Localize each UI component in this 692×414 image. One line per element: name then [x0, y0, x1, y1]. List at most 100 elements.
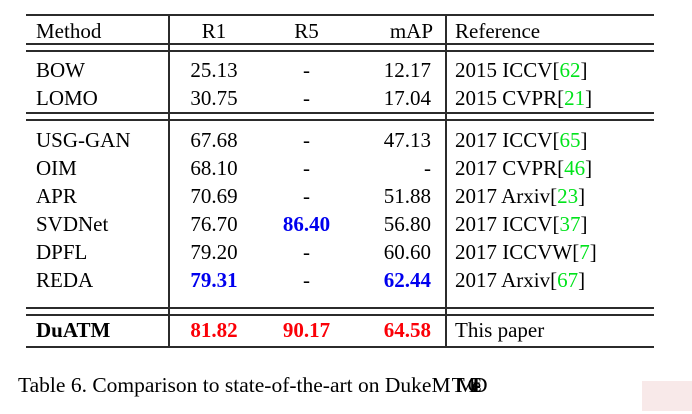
- citation-bracket-open: [: [552, 212, 560, 236]
- comparison-table: Method R1 R5 mAP Reference BOW 25.13 - 12.17 2015…: [26, 14, 654, 354]
- reference-text: 2017 CVPR: [455, 156, 558, 180]
- method-name: LOMO: [36, 86, 98, 110]
- table-row: USG-GAN 67.68 - 47.13 2017 ICCV[65]: [26, 126, 654, 154]
- table-row: SVDNet 76.70 86.40 56.80 2017 ICCV[37]: [26, 210, 654, 238]
- cell-reference: 2015 CVPR[21]: [445, 84, 654, 112]
- cell-r5: -: [303, 156, 310, 180]
- method-name: DuATM: [36, 318, 111, 342]
- method-name: OIM: [36, 156, 77, 180]
- cell-map: 62.44: [383, 268, 431, 292]
- caption-text: Table 6. Comparison to state-of-the-art …: [18, 373, 451, 397]
- cell-r1: 79.31: [190, 268, 238, 292]
- citation-link[interactable]: 46: [564, 156, 586, 180]
- cell-map: 56.80: [383, 212, 431, 236]
- table-row: APR 70.69 - 51.88 2017 Arxiv[23]: [26, 182, 654, 210]
- method-name: USG-GAN: [36, 128, 131, 152]
- cell-r1: 76.70: [190, 212, 238, 236]
- table-row: DuATM 81.82 90.17 64.58 This paper: [26, 316, 654, 344]
- cell-r5: 90.17: [282, 318, 331, 342]
- cell-reference: 2017 Arxiv[23]: [445, 182, 654, 210]
- cell-reference: 2017 ICCV[37]: [445, 210, 654, 238]
- cell-reference: 2017 Arxiv[67]: [445, 266, 654, 294]
- reference-text: 2015 CVPR: [455, 86, 558, 110]
- method-name: REDA: [36, 268, 94, 292]
- cell-map: 64.58: [383, 318, 431, 342]
- citation-bracket-close: ]: [585, 86, 593, 110]
- column-header-map: mAP: [389, 19, 433, 43]
- method-name: BOW: [36, 58, 85, 82]
- citation-bracket-open: [: [550, 184, 558, 208]
- table-rule-low-1: [26, 307, 654, 309]
- cell-map: 17.04: [383, 86, 431, 110]
- column-header-r1: R1: [201, 19, 227, 43]
- reference-text: This paper: [455, 318, 545, 342]
- reference-text: 2017 ICCVW: [455, 240, 573, 264]
- cell-map: 51.88: [383, 184, 431, 208]
- citation-bracket-close: ]: [578, 268, 586, 292]
- citation-link[interactable]: 21: [564, 86, 586, 110]
- cell-map: -: [424, 156, 431, 180]
- cell-r1: 79.20: [190, 240, 238, 264]
- table-rule-header-1: [26, 43, 654, 45]
- table-rule-low-2: [26, 314, 654, 316]
- citation-link[interactable]: 37: [559, 212, 581, 236]
- cell-r5: -: [303, 240, 310, 264]
- cell-reference: 2017 CVPR[46]: [445, 154, 654, 182]
- reference-text: 2015 ICCV: [455, 58, 553, 82]
- cell-map: 47.13: [383, 128, 431, 152]
- cell-r5: -: [303, 184, 310, 208]
- column-header-ref: Reference: [455, 19, 541, 43]
- column-header-method: Method: [36, 19, 102, 43]
- cell-r5: 86.40: [282, 212, 331, 236]
- cell-r1: 68.10: [190, 156, 238, 180]
- cell-reference: This paper: [445, 316, 654, 344]
- table-rule-bottom: [26, 346, 654, 348]
- cell-reference: 2017 ICCVW[7]: [445, 238, 654, 266]
- table-rule-top: [26, 14, 654, 16]
- citation-link[interactable]: 62: [559, 58, 581, 82]
- citation-bracket-close: ]: [578, 184, 586, 208]
- reference-text: 2017 Arxiv: [455, 184, 551, 208]
- cell-r1: 25.13: [190, 58, 238, 82]
- citation-bracket-close: ]: [585, 156, 593, 180]
- cell-map: 12.17: [383, 58, 431, 82]
- table-row: BOW 25.13 - 12.17 2015 ICCV[62]: [26, 56, 654, 84]
- column-header-r5: R5: [294, 19, 319, 43]
- table-rule-mid-1: [26, 112, 654, 114]
- citation-bracket-close: ]: [580, 212, 588, 236]
- citation-link[interactable]: 23: [557, 184, 579, 208]
- reference-text: 2017 ICCV: [455, 212, 553, 236]
- citation-bracket-open: [: [552, 128, 560, 152]
- table-vrule-reference: [445, 14, 447, 348]
- method-name: SVDNet: [36, 212, 109, 236]
- citation-bracket-close: ]: [589, 240, 597, 264]
- table-row: LOMO 30.75 - 17.04 2015 CVPR[21]: [26, 84, 654, 112]
- method-name: APR: [36, 184, 77, 208]
- cell-r5: -: [303, 86, 310, 110]
- table-rule-mid-2: [26, 119, 654, 121]
- citation-link[interactable]: 65: [559, 128, 581, 152]
- cell-reference: 2017 ICCV[65]: [445, 126, 654, 154]
- cell-r5: -: [303, 58, 310, 82]
- cell-reference: 2015 ICCV[62]: [445, 56, 654, 84]
- table-caption: Table 6. Comparison to state-of-the-art …: [18, 371, 487, 399]
- table-rule-header-2: [26, 50, 654, 52]
- method-name: DPFL: [36, 240, 88, 264]
- citation-bracket-open: [: [557, 156, 565, 180]
- citation-link[interactable]: 7: [579, 240, 590, 264]
- cell-r1: 30.75: [190, 86, 238, 110]
- reference-text: 2017 Arxiv: [455, 268, 551, 292]
- cell-r1: 67.68: [190, 128, 238, 152]
- citation-bracket-open: [: [572, 240, 580, 264]
- corner-highlight: [642, 381, 692, 411]
- citation-bracket-open: [: [552, 58, 560, 82]
- cell-map: 60.60: [383, 240, 431, 264]
- table-row: OIM 68.10- -2017 CVPR[46]: [26, 154, 654, 182]
- citation-bracket-open: [: [557, 86, 565, 110]
- cell-r1: 70.69: [190, 184, 238, 208]
- citation-bracket-open: [: [550, 268, 558, 292]
- citation-link[interactable]: 67: [557, 268, 579, 292]
- table-vrule-method: [168, 14, 170, 348]
- citation-bracket-close: ]: [580, 128, 588, 152]
